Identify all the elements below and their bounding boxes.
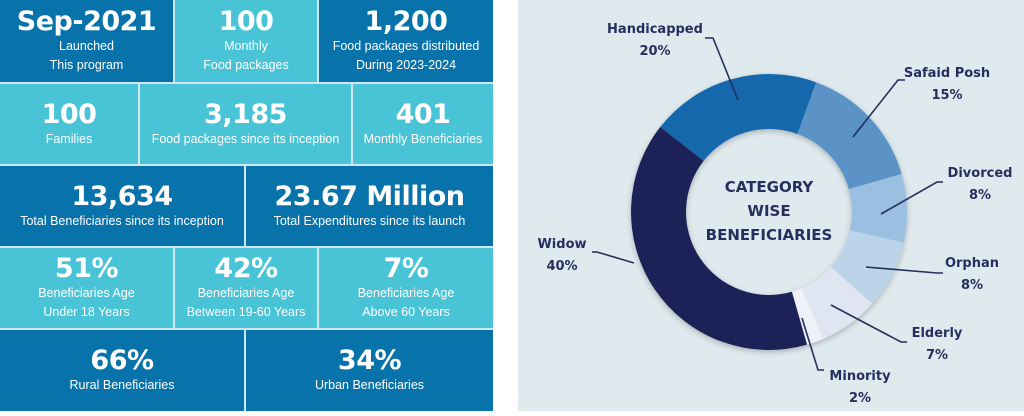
percent-label: 7%	[926, 348, 948, 363]
leader-line	[865, 266, 943, 274]
stat-label: Monthly	[224, 39, 268, 53]
stat-total-expenditures: 23.67 Million Total Expenditures since i…	[246, 166, 493, 246]
stat-label: Beneficiaries Age	[38, 286, 135, 300]
percent-label: 8%	[961, 278, 983, 293]
percent-label: 8%	[969, 188, 991, 203]
leader-line	[880, 181, 943, 215]
stat-label: Monthly Beneficiaries	[363, 131, 483, 146]
leader-line	[592, 251, 635, 264]
percent-label: 20%	[639, 44, 670, 59]
stat-total-beneficiaries: 13,634 Total Beneficiaries since its inc…	[0, 166, 244, 246]
chart-title-line: CATEGORY	[725, 178, 815, 196]
slice-handicapped	[660, 74, 817, 161]
stat-age-above60: 7% Beneficiaries Age Above 60 Years	[319, 248, 493, 328]
category-label: Minority	[829, 369, 891, 384]
chart-title-line: WISE	[747, 202, 790, 220]
leader-line	[852, 79, 905, 138]
stat-value: 34%	[337, 345, 402, 376]
stat-value: Sep-2021	[16, 6, 157, 37]
stat-label: During 2023-2024	[355, 58, 457, 72]
stat-label: Food packages since its inception	[151, 131, 340, 146]
stat-label: Beneficiaries Age	[197, 286, 295, 300]
stat-value: 1,200	[364, 6, 448, 37]
stat-value: 66%	[90, 345, 154, 376]
stat-label: Above 60 Years	[362, 305, 450, 319]
category-label: Elderly	[912, 326, 963, 341]
category-label: Handicapped	[607, 22, 703, 37]
stat-label: Food packages	[203, 58, 289, 72]
stat-rural: 66% Rural Beneficiaries	[0, 330, 244, 411]
stat-families: 100 Families	[0, 84, 138, 164]
stat-label: Beneficiaries Age	[357, 286, 455, 300]
stat-label: Total Expenditures since its launch	[273, 213, 466, 228]
category-label: Safaid Posh	[904, 66, 990, 81]
stat-packages-2023: 1,200 Food packages distributed During 2…	[319, 0, 493, 82]
percent-label: 2%	[849, 391, 871, 406]
stat-value: 3,185	[204, 98, 287, 130]
stat-label: Total Beneficiaries since its inception	[20, 213, 224, 228]
stat-label: Urban Beneficiaries	[314, 378, 425, 392]
leader-line	[705, 37, 739, 101]
stat-value: 13,634	[71, 180, 173, 212]
slice-elderly	[801, 267, 873, 339]
stat-label: Food packages distributed	[332, 39, 480, 53]
stat-value: 51%	[54, 253, 119, 284]
stat-label: Under 18 Years	[43, 305, 130, 319]
leader-line	[801, 317, 824, 371]
chart-title-line: BENEFICIARIES	[706, 226, 833, 244]
stat-label: Families	[45, 131, 93, 146]
stat-packages-total: 3,185 Food packages since its inception	[140, 84, 351, 164]
stat-launched: Sep-2021 Launched This program	[0, 0, 173, 82]
category-label: Divorced	[948, 166, 1013, 181]
stat-label: Launched	[59, 39, 114, 53]
slice-widow	[630, 127, 808, 351]
leader-line	[830, 304, 907, 343]
stat-age-19-60: 42% Beneficiaries Age Between 19-60 Year…	[175, 248, 317, 328]
stat-value: 100	[218, 6, 274, 37]
category-label: Widow	[537, 237, 586, 252]
slice-divorced	[848, 173, 908, 243]
stat-value: 401	[395, 98, 451, 130]
stat-monthly-beneficiaries: 401 Monthly Beneficiaries	[353, 84, 493, 164]
stat-value: 7%	[383, 253, 429, 284]
stat-label: This program	[49, 58, 124, 72]
stat-label: Rural Beneficiaries	[69, 378, 175, 392]
stat-age-under18: 51% Beneficiaries Age Under 18 Years	[0, 248, 173, 328]
stat-value: 42%	[214, 253, 278, 284]
stat-label: Between 19-60 Years	[186, 305, 306, 319]
stat-value: 100	[41, 98, 97, 130]
slice-safaid-posh	[797, 82, 902, 190]
slice-minority	[791, 288, 824, 345]
chart-panel: Handicapped 20% Safaid Posh 15% Divorced 8% Or…	[518, 0, 1024, 411]
stat-value: 23.67 Million	[274, 180, 465, 212]
stats-panel: Sep-2021 Launched This program 100 Month…	[0, 0, 493, 411]
percent-label: 40%	[546, 259, 577, 274]
stat-monthly-packages: 100 Monthly Food packages	[175, 0, 317, 82]
category-label: Orphan	[945, 256, 999, 271]
percent-label: 15%	[931, 88, 962, 103]
stat-urban: 34% Urban Beneficiaries	[246, 330, 493, 411]
donut-chart: Handicapped 20% Safaid Posh 15% Divorced 8% Or…	[537, 22, 1013, 406]
